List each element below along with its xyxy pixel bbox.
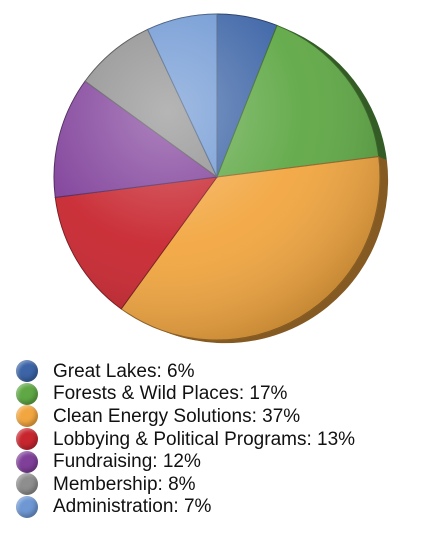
- legend-swatch: [16, 473, 38, 496]
- legend-item-fundraising: Fundraising: 12%: [16, 450, 355, 473]
- legend-swatch: [16, 495, 38, 518]
- legend-swatch: [16, 405, 38, 428]
- legend-swatch: [16, 382, 38, 405]
- legend-swatch: [16, 360, 38, 383]
- pie-chart: [53, 13, 389, 344]
- legend-label: Administration: 7%: [53, 496, 212, 518]
- legend-item-great-lakes: Great Lakes: 6%: [16, 360, 355, 383]
- legend-label: Membership: 8%: [53, 473, 196, 495]
- legend-label: Great Lakes: 6%: [53, 360, 195, 382]
- pie-slices: [53, 13, 381, 341]
- legend-swatch: [16, 428, 38, 451]
- legend: Great Lakes: 6% Forests & Wild Places: 1…: [16, 360, 355, 518]
- legend-swatch: [16, 450, 38, 473]
- legend-item-lobbying-political-programs: Lobbying & Political Programs: 13%: [16, 428, 355, 451]
- legend-label: Lobbying & Political Programs: 13%: [53, 428, 356, 450]
- legend-item-administration: Administration: 7%: [16, 495, 355, 519]
- legend-label: Clean Energy Solutions: 37%: [53, 405, 301, 427]
- legend-item-clean-energy-solutions: Clean Energy Solutions: 37%: [16, 405, 355, 428]
- legend-label: Fundraising: 12%: [53, 451, 201, 473]
- legend-item-forests-wild-places: Forests & Wild Places: 17%: [16, 382, 355, 406]
- legend-label: Forests & Wild Places: 17%: [53, 383, 288, 405]
- legend-item-membership: Membership: 8%: [16, 473, 355, 496]
